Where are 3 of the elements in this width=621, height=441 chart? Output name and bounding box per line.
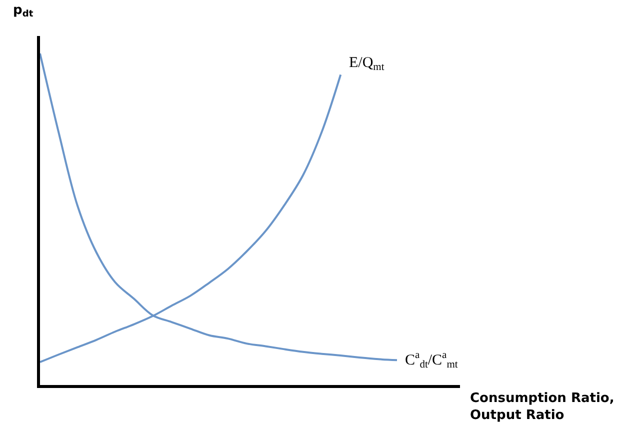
x-axis-title: Consumption Ratio, Output Ratio [470,391,614,423]
y-axis-title: p$_{dt}$ [13,3,34,20]
series-label: E/Q$_{mt}$ [349,55,384,74]
